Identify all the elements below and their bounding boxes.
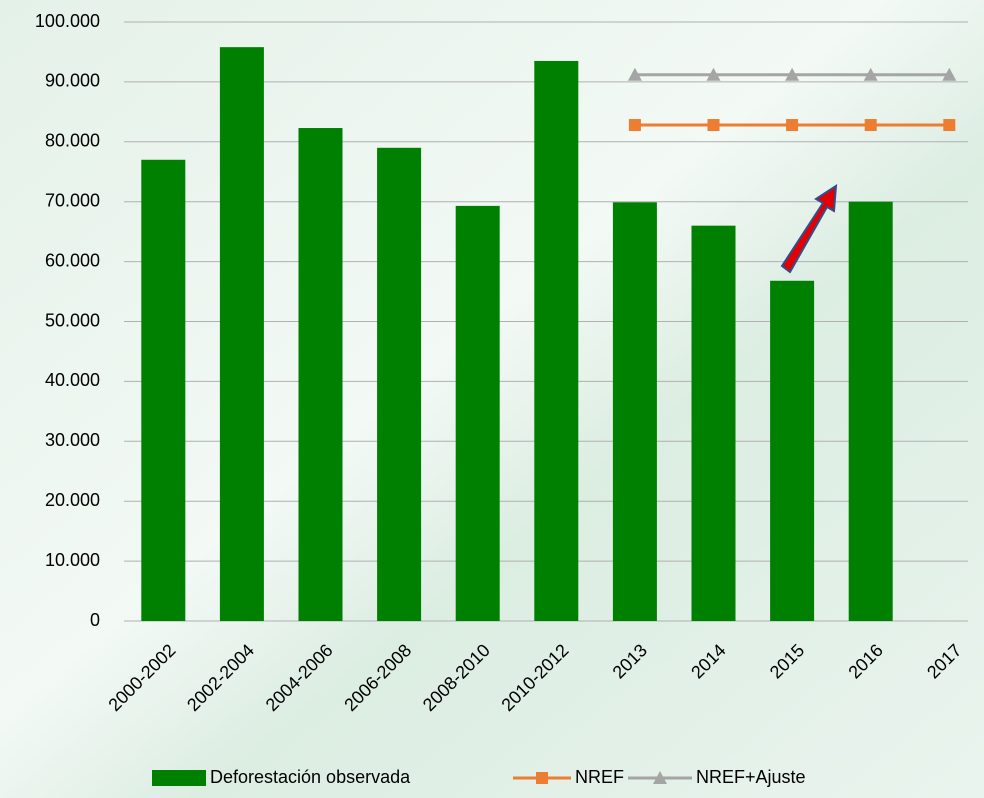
marker xyxy=(707,119,720,132)
legend-swatch xyxy=(152,770,206,786)
bar xyxy=(534,60,579,622)
y-tick-label: 100.000 xyxy=(35,11,100,31)
marker xyxy=(864,119,877,132)
y-tick-label: 50.000 xyxy=(45,310,100,330)
marker xyxy=(863,67,878,81)
bar xyxy=(691,225,736,621)
marker xyxy=(627,67,642,81)
bar xyxy=(377,147,422,622)
bar xyxy=(141,159,186,621)
y-tick-label: 30.000 xyxy=(45,430,100,450)
marker xyxy=(942,67,957,81)
bar xyxy=(298,128,343,621)
bar xyxy=(612,202,657,621)
y-tick-label: 70.000 xyxy=(45,190,100,210)
legend-marker xyxy=(653,771,667,784)
legend-label: NREF xyxy=(575,767,624,787)
bar xyxy=(455,205,500,621)
y-tick-label: 40.000 xyxy=(45,370,100,390)
legend-marker xyxy=(536,772,548,784)
legend-label: NREF+Ajuste xyxy=(696,767,806,787)
y-tick-label: 0 xyxy=(90,610,100,630)
bar xyxy=(848,201,893,621)
y-tick-label: 80.000 xyxy=(45,131,100,151)
marker xyxy=(785,67,800,81)
y-tick-label: 60.000 xyxy=(45,250,100,270)
bar xyxy=(219,47,264,621)
marker xyxy=(943,119,956,132)
arrow-annotation xyxy=(780,184,838,274)
marker xyxy=(786,119,799,132)
marker xyxy=(706,67,721,81)
y-tick-label: 90.000 xyxy=(45,71,100,91)
y-tick-label: 10.000 xyxy=(45,550,100,570)
bar xyxy=(770,280,815,621)
legend-label: Deforestación observada xyxy=(210,767,411,787)
y-tick-label: 20.000 xyxy=(45,490,100,510)
marker xyxy=(628,119,641,132)
